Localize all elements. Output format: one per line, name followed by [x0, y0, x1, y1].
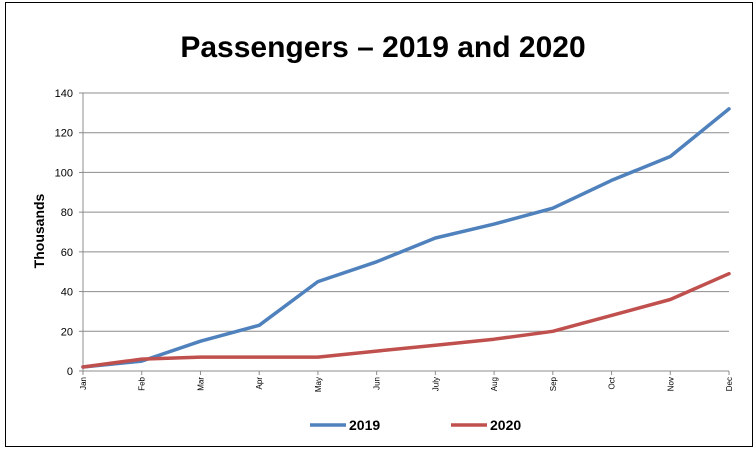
y-tick-label: 0	[67, 366, 73, 378]
x-tick-label: Jan	[79, 377, 88, 390]
axes	[82, 93, 729, 372]
x-tick-label: Feb	[138, 376, 147, 390]
y-axis-ticks: 0 20 40 60 80 100 120 140	[55, 88, 83, 378]
x-tick-label: Aug	[490, 377, 499, 391]
legend-label-2019: 2019	[349, 417, 380, 433]
series-lines	[81, 107, 731, 369]
legend-label-2020: 2020	[490, 417, 521, 433]
y-tick-label: 140	[55, 88, 73, 100]
y-tick-label: 120	[55, 128, 73, 140]
series-line-2020	[81, 271, 731, 369]
x-tick-label: Jun	[373, 377, 382, 390]
x-tick-label: July	[431, 377, 440, 391]
x-tick-label: Dec	[725, 377, 734, 391]
y-tick-label: 60	[61, 247, 73, 259]
y-tick-label: 40	[61, 287, 73, 299]
x-tick-label: Mar	[196, 377, 205, 391]
chart-title: Passengers – 2019 and 2020	[180, 31, 585, 64]
x-tick-label: May	[314, 377, 323, 392]
legend: 2019 2020	[310, 417, 521, 433]
y-tick-label: 100	[55, 167, 73, 179]
x-tick-label: Sep	[549, 376, 558, 391]
x-tick-label: Nov	[666, 377, 675, 391]
y-tick-label: 20	[61, 326, 73, 338]
x-tick-label: Oct	[608, 376, 617, 389]
y-axis-label: Thousands	[31, 193, 47, 268]
y-tick-label: 80	[61, 207, 73, 219]
x-axis-ticks: Jan Feb Mar Apr May Jun July Aug Sep Oct Nov Dec	[79, 371, 734, 392]
series-line-2019	[81, 107, 731, 369]
x-tick-label: Apr	[255, 377, 264, 390]
chart-frame	[5, 2, 753, 447]
gridlines	[83, 92, 729, 372]
